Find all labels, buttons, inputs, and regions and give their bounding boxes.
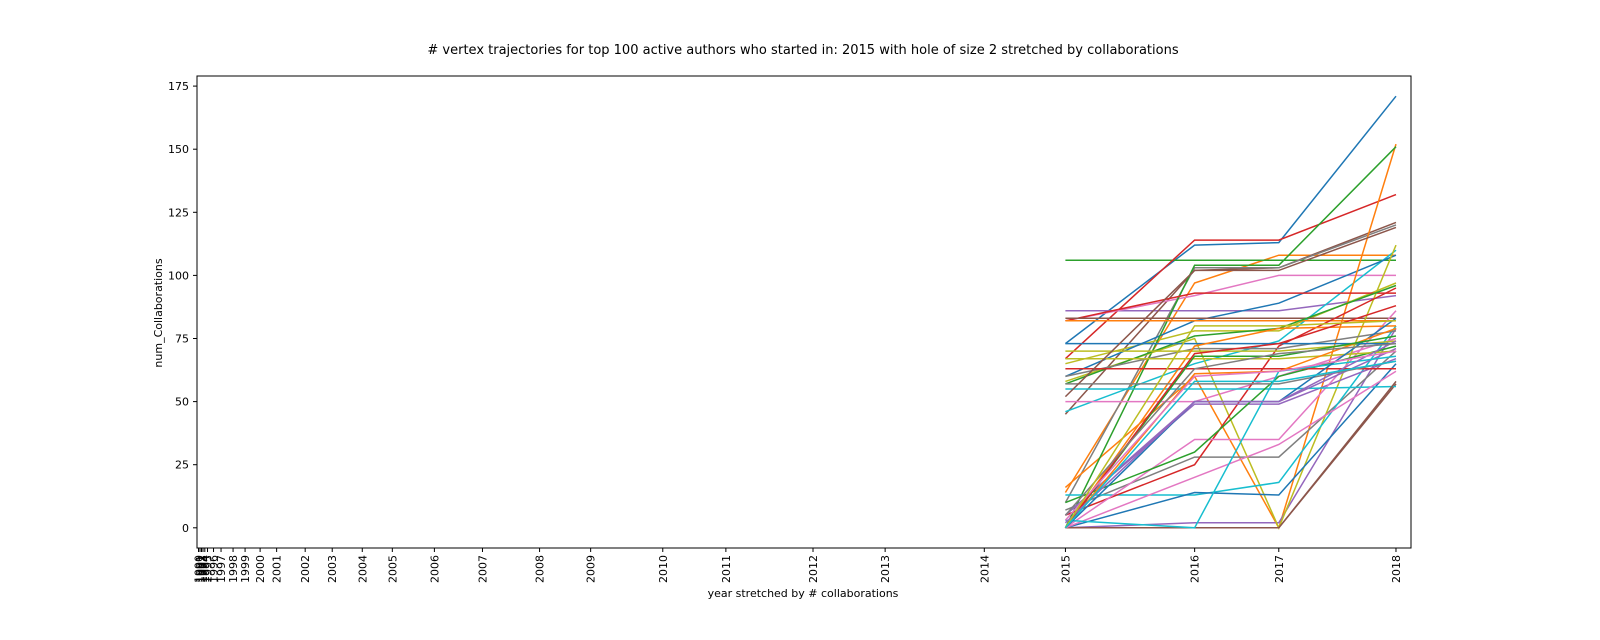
x-tick-label: 2015 — [1059, 555, 1072, 583]
y-tick-label: 75 — [175, 333, 189, 346]
x-tick-label: 2003 — [326, 555, 339, 583]
chart-title: # vertex trajectories for top 100 active… — [427, 43, 1178, 58]
x-tick-label: 1991 — [194, 555, 207, 583]
series-line-32 — [1064, 325, 1397, 529]
series-line-38 — [1065, 360, 1397, 385]
series-line-25 — [1064, 358, 1397, 516]
series-line-21 — [1065, 363, 1397, 529]
x-tick-label: 1998 — [227, 555, 240, 583]
x-tick-label: 1992 — [196, 555, 209, 583]
x-tick-label: 2000 — [254, 555, 267, 583]
x-tick-label: 1999 — [239, 555, 252, 583]
series-line-49 — [1064, 320, 1397, 529]
y-tick-label: 0 — [182, 522, 189, 535]
y-tick-label: 125 — [168, 206, 189, 219]
y-tick-label: 50 — [175, 396, 189, 409]
x-tick-label: 2008 — [534, 555, 547, 583]
series-line-26 — [1065, 383, 1397, 529]
series-line-7 — [1065, 274, 1396, 322]
x-tick-label: 1997 — [215, 555, 228, 583]
series-line-6 — [1064, 221, 1397, 415]
x-tick-label: 2013 — [879, 555, 892, 583]
x-axis-label: year stretched by # collaborations — [708, 587, 899, 600]
series-line-11 — [1065, 254, 1397, 378]
series-line-42 — [1064, 327, 1397, 529]
x-tick-label: 1994 — [199, 555, 212, 583]
series-line-15 — [1065, 328, 1397, 529]
x-tick-label: 2006 — [428, 555, 441, 583]
plot-series — [1064, 95, 1397, 530]
series-line-10 — [1065, 249, 1397, 413]
series-line-47 — [1064, 350, 1397, 521]
series-line-39 — [1065, 350, 1397, 360]
y-tick-label: 100 — [168, 269, 189, 282]
y-axis: 0 25 50 75 100 125 150 175 — [168, 80, 197, 535]
series-line-5 — [1065, 294, 1397, 312]
series-line-30 — [1065, 385, 1397, 390]
x-tick-label: 2018 — [1390, 555, 1403, 583]
y-axis-label: num_Collaborations — [152, 258, 165, 367]
x-tick-label: 1993 — [197, 555, 210, 583]
x-tick-label: 2016 — [1189, 555, 1202, 583]
x-tick-label: 2004 — [356, 555, 369, 583]
x-tick-label: 2011 — [720, 555, 733, 583]
series-line-8 — [1064, 224, 1397, 503]
x-tick-label: 2002 — [299, 555, 312, 583]
series-line-48 — [1064, 342, 1397, 516]
series-line-23 — [1065, 284, 1397, 385]
y-tick-label: 175 — [168, 80, 189, 93]
series-line-12 — [1064, 143, 1397, 530]
x-tick-label: 2009 — [585, 555, 598, 583]
x-tick-label: 1996 — [208, 555, 221, 583]
x-tick-label: 2012 — [807, 555, 820, 583]
series-line-4 — [1064, 193, 1397, 360]
series-line-1 — [1064, 95, 1397, 345]
x-tick-label: 1990 — [193, 555, 206, 583]
series-line-40 — [1065, 355, 1397, 529]
series-line-14 — [1065, 292, 1396, 322]
series-line-20 — [1065, 325, 1397, 496]
x-tick-label: 2017 — [1273, 555, 1286, 583]
x-tick-label: 2010 — [657, 555, 670, 583]
x-tick-label: 1995 — [202, 555, 215, 583]
series-line-24 — [1065, 287, 1397, 516]
plot-frame — [196, 75, 1412, 549]
series-line-46 — [1064, 226, 1397, 398]
series-line-13 — [1064, 146, 1397, 529]
x-tick-label: 2001 — [271, 555, 284, 583]
series-line-50 — [1064, 360, 1397, 529]
series-line-36 — [1065, 380, 1397, 529]
x-tick-label: 2005 — [386, 555, 399, 583]
y-tick-label: 25 — [175, 459, 189, 472]
series-line-44 — [1064, 304, 1397, 529]
x-tick-label: 2007 — [477, 555, 490, 583]
y-tick-label: 150 — [168, 143, 189, 156]
x-tick-label: 2014 — [978, 555, 991, 583]
series-line-37 — [1065, 370, 1397, 529]
